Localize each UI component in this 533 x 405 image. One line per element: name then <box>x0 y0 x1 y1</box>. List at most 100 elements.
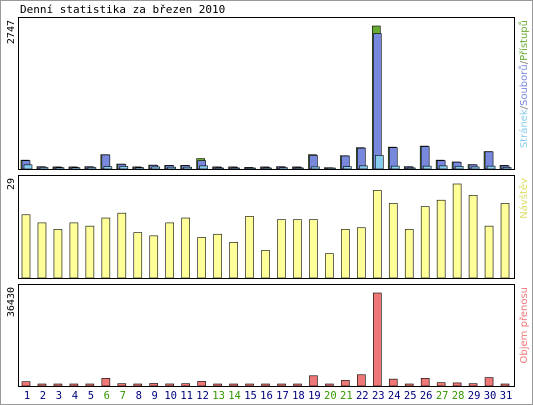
x-tick-label-day-10: 10 <box>164 390 177 402</box>
x-tick-label-day-12: 12 <box>196 390 209 402</box>
bar-visitors-day-23 <box>372 190 382 279</box>
x-tick-label-day-19: 19 <box>308 390 321 402</box>
bar-traffic-day-17 <box>277 383 286 387</box>
bar-visitors-day-28 <box>452 183 462 279</box>
x-tick-label-day-15: 15 <box>244 390 257 402</box>
bar-pages-day-6 <box>103 166 113 170</box>
bar-files-day-24 <box>388 147 398 170</box>
bar-pages-day-23 <box>374 155 384 170</box>
bar-visitors-day-9 <box>149 235 159 279</box>
bar-visitors-day-21 <box>341 229 350 279</box>
bar-traffic-day-5 <box>85 383 95 387</box>
x-tick-label-day-14: 14 <box>228 390 241 402</box>
x-tick-label-day-18: 18 <box>292 390 305 402</box>
bar-files-day-26 <box>420 146 430 170</box>
x-tick-label-day-31: 31 <box>500 390 513 402</box>
bar-pages-day-8 <box>135 167 145 170</box>
legend-entry: / <box>519 60 530 64</box>
x-tick-label-day-16: 16 <box>260 390 273 402</box>
bar-traffic-day-25 <box>404 383 414 387</box>
panel-legend-visitors: Návštěv <box>518 178 530 219</box>
bar-visitors-day-1 <box>21 214 31 279</box>
bar-visitors-day-24 <box>388 203 398 279</box>
bar-traffic-day-14 <box>229 383 238 387</box>
x-tick-label-day-4: 4 <box>72 390 78 402</box>
x-tick-label-day-7: 7 <box>120 390 126 402</box>
bar-visitors-day-29 <box>468 195 478 279</box>
x-tick-label-day-26: 26 <box>420 390 433 402</box>
bar-pages-day-7 <box>119 166 129 170</box>
panel-max-label-access: 2747 <box>6 20 17 44</box>
bar-visitors-day-17 <box>277 219 286 279</box>
panel-traffic: 36430 Objem přenosu <box>6 284 530 387</box>
bar-pages-day-19 <box>311 166 320 170</box>
bar-pages-day-21 <box>343 166 352 170</box>
bar-traffic-day-7 <box>117 383 127 387</box>
bar-visitors-day-22 <box>357 227 366 279</box>
panel-access: 2747 Stránek/Souborů/Přístupů <box>6 17 530 170</box>
bar-visitors-day-27 <box>436 199 446 279</box>
x-tick-label-day-22: 22 <box>356 390 369 402</box>
x-tick-label-day-30: 30 <box>484 390 497 402</box>
x-tick-label-day-5: 5 <box>88 390 94 402</box>
bar-traffic-day-15 <box>245 383 254 387</box>
panel-max-label-visitors: 29 <box>6 178 17 190</box>
x-tick-label-day-20: 20 <box>324 390 337 402</box>
bar-traffic-day-12 <box>197 381 206 387</box>
bar-traffic-day-2 <box>37 383 47 387</box>
legend-entry: Návštěv <box>518 178 530 219</box>
bar-traffic-day-29 <box>468 383 478 387</box>
bar-pages-day-5 <box>87 167 97 170</box>
x-tick-label-day-11: 11 <box>180 390 193 402</box>
bar-traffic-day-23 <box>372 292 382 387</box>
bar-pages-day-27 <box>438 165 448 170</box>
panel-max-label-traffic: 36430 <box>6 287 17 317</box>
bar-pages-day-3 <box>55 167 65 170</box>
bar-traffic-day-9 <box>149 383 159 387</box>
bar-traffic-day-4 <box>69 383 79 387</box>
legend-entry: Objem přenosu <box>518 287 530 363</box>
bar-traffic-day-21 <box>341 380 350 387</box>
x-tick-label-day-2: 2 <box>40 390 46 402</box>
bar-pages-day-13 <box>215 167 224 170</box>
bar-pages-day-31 <box>502 167 512 170</box>
bar-pages-day-17 <box>279 167 288 170</box>
bar-pages-day-18 <box>295 167 304 170</box>
x-tick-label-day-9: 9 <box>152 390 158 402</box>
x-tick-label-day-17: 17 <box>276 390 289 402</box>
bar-visitors-day-31 <box>500 203 510 279</box>
legend-entry: Přístupů <box>518 20 530 61</box>
bar-traffic-day-19 <box>309 375 318 387</box>
bar-pages-day-24 <box>390 165 400 170</box>
bar-traffic-day-20 <box>325 383 334 387</box>
bar-pages-day-4 <box>71 167 81 170</box>
bar-pages-day-14 <box>231 167 240 170</box>
bar-traffic-day-28 <box>452 382 462 387</box>
panel-border-visitors <box>18 175 515 279</box>
bar-traffic-day-6 <box>101 378 111 387</box>
bar-traffic-day-11 <box>181 383 190 387</box>
panel-legend-access: Stránek/Souborů/Přístupů <box>518 20 530 148</box>
bar-visitors-day-3 <box>53 229 63 279</box>
chart-title: Denní statistika za březen 2010 <box>20 3 225 16</box>
bar-visitors-day-10 <box>165 222 175 279</box>
bar-traffic-day-27 <box>436 382 446 387</box>
bar-pages-day-28 <box>454 166 464 170</box>
bar-visitors-day-2 <box>37 222 47 279</box>
bar-traffic-day-10 <box>165 383 175 387</box>
bar-pages-day-29 <box>470 166 480 170</box>
x-tick-label-day-24: 24 <box>388 390 401 402</box>
x-tick-label-day-27: 27 <box>436 390 449 402</box>
bar-visitors-day-5 <box>85 225 95 279</box>
bar-traffic-day-26 <box>420 378 430 387</box>
panel-legend-traffic: Objem přenosu <box>518 287 530 363</box>
bar-pages-day-1 <box>23 164 33 170</box>
x-tick-label-day-21: 21 <box>340 390 353 402</box>
bar-visitors-day-18 <box>293 219 302 279</box>
x-tick-label-day-13: 13 <box>212 390 225 402</box>
x-tick-label-day-6: 6 <box>104 390 110 402</box>
bar-traffic-day-31 <box>500 383 510 387</box>
bar-pages-day-16 <box>263 167 272 170</box>
x-tick-label-day-28: 28 <box>452 390 465 402</box>
